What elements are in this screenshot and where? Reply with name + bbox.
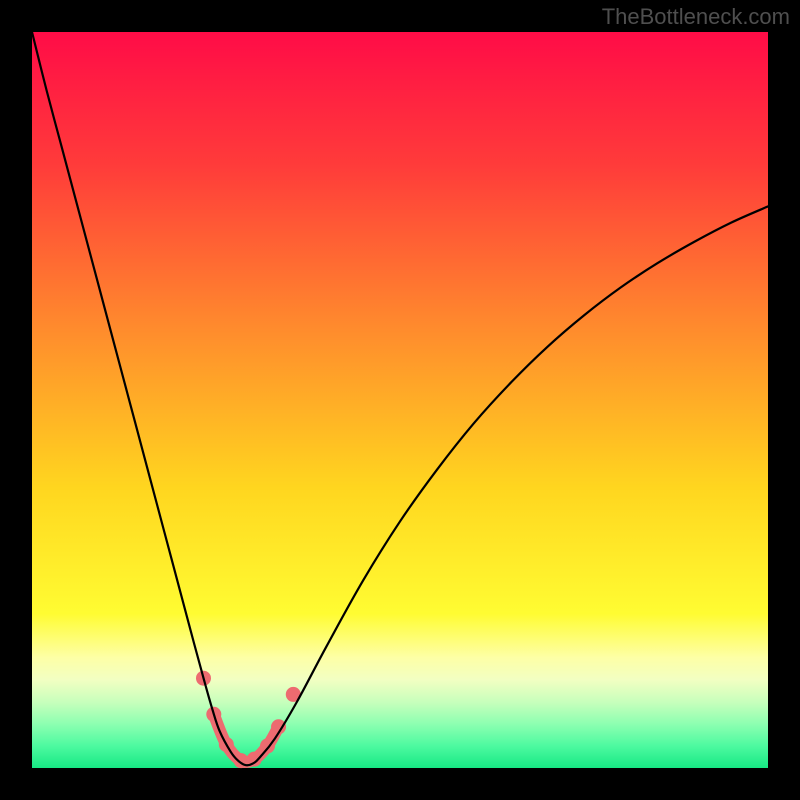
chart-svg xyxy=(0,0,800,800)
chart-container: TheBottleneck.com xyxy=(0,0,800,800)
plot-background-gradient xyxy=(32,32,768,768)
